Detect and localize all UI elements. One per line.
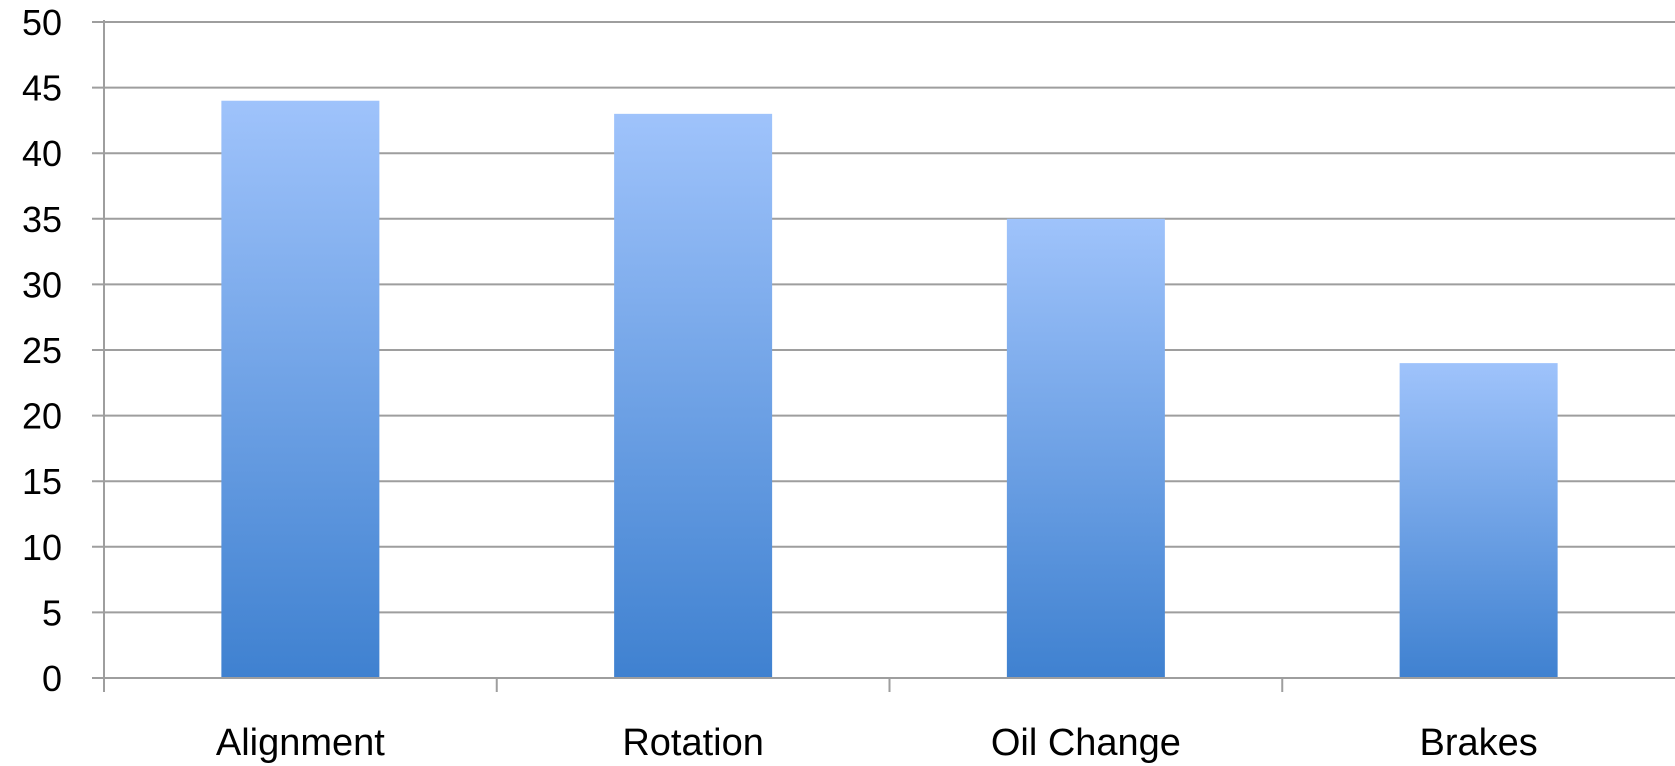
y-tick-label: 15 — [22, 461, 62, 502]
bar-alignment — [221, 100, 380, 679]
y-tick-label: 0 — [42, 658, 62, 699]
y-tick-label: 45 — [22, 68, 62, 109]
x-tick-label: Rotation — [622, 722, 764, 764]
y-tick-label: 50 — [22, 2, 62, 43]
y-tick-label: 40 — [22, 133, 62, 174]
y-tick-label: 35 — [22, 199, 62, 240]
y-tick-label: 5 — [42, 592, 62, 633]
bar-oil-change — [1006, 218, 1165, 679]
bars — [221, 100, 1558, 679]
x-tick-label: Brakes — [1419, 722, 1537, 764]
bar-rotation — [614, 113, 773, 679]
x-tick-label: Oil Change — [991, 722, 1181, 764]
bar-brakes — [1399, 363, 1558, 678]
y-tick-labels: 0 5 10 15 20 25 30 35 40 45 50 — [22, 2, 62, 699]
y-tick-label: 30 — [22, 264, 62, 305]
y-tick-label: 20 — [22, 396, 62, 437]
x-tick-label: Alignment — [216, 722, 385, 764]
y-tick-label: 25 — [22, 330, 62, 371]
y-tick-label: 10 — [22, 527, 62, 568]
x-tick-labels: Alignment Rotation Oil Change Brakes — [216, 722, 1538, 764]
axes — [92, 20, 1675, 692]
